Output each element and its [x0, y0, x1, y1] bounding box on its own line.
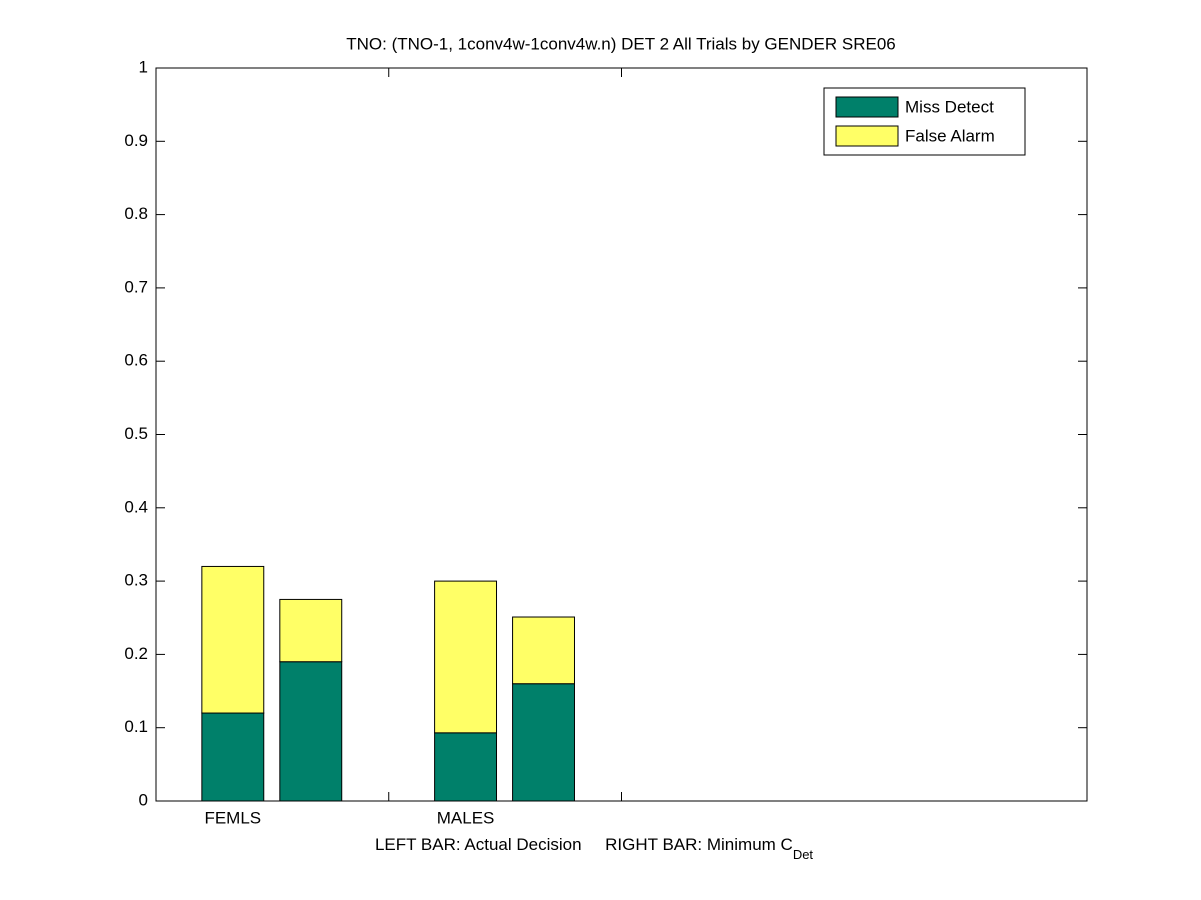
- x-axis-label-main: LEFT BAR: Actual Decision RIGHT BAR: Min…: [375, 835, 793, 854]
- y-tick-label: 0.6: [124, 351, 148, 370]
- y-tick-label: 0.9: [124, 131, 148, 150]
- y-tick-label: 0.8: [124, 204, 148, 223]
- bar-segment: [434, 580, 498, 734]
- bar-segment: [512, 683, 575, 802]
- y-tick-label: 0.1: [124, 717, 148, 736]
- x-tick-label: FEMLS: [204, 808, 261, 827]
- legend-label: Miss Detect: [905, 97, 994, 116]
- y-tick-label: 0.5: [124, 424, 148, 443]
- y-tick-label: 0.3: [124, 571, 148, 590]
- x-axis-label-subscript: Det: [793, 847, 814, 862]
- y-tick-label: 0.7: [124, 277, 148, 296]
- legend-label: False Alarm: [905, 126, 995, 145]
- chart-title: TNO: (TNO-1, 1conv4w-1conv4w.n) DET 2 Al…: [346, 34, 896, 53]
- y-tick-label: 1: [139, 57, 148, 76]
- x-tick-label: MALES: [437, 808, 495, 827]
- bar-segment: [434, 732, 498, 802]
- legend-swatch: [835, 96, 899, 118]
- bar-segment: [512, 616, 575, 685]
- bar-segment: [279, 598, 343, 663]
- bar-segment: [279, 661, 343, 802]
- x-axis-label: LEFT BAR: Actual Decision RIGHT BAR: Min…: [375, 835, 813, 862]
- bar-segment: [201, 565, 265, 714]
- y-tick-label: 0.2: [124, 644, 148, 663]
- y-tick-label: 0.4: [124, 497, 148, 516]
- y-tick-label: 0: [139, 790, 148, 809]
- legend-swatch: [835, 125, 899, 147]
- bar-segment: [201, 712, 265, 802]
